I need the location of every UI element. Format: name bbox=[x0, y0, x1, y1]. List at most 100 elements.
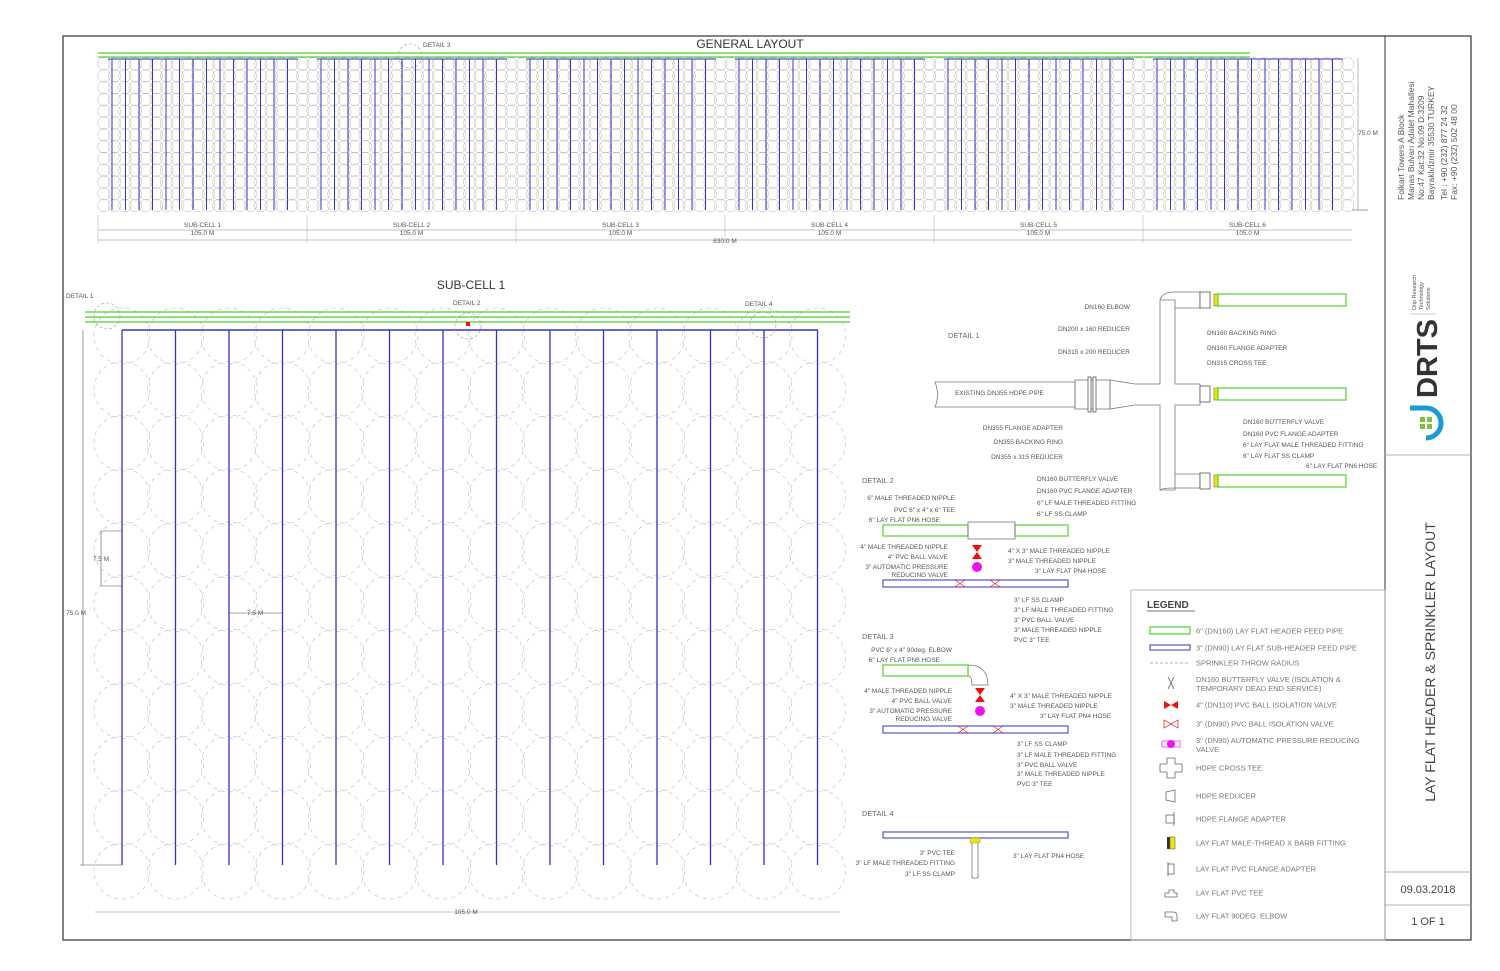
sprinkler-radius bbox=[630, 140, 644, 154]
sprinkler-radius bbox=[902, 57, 916, 71]
sprinkler-radius bbox=[400, 69, 414, 83]
sprinkler-radius bbox=[912, 199, 926, 213]
sprinkler-radius bbox=[1017, 140, 1031, 154]
sprinkler-radius bbox=[923, 128, 937, 142]
sprinkler-radius bbox=[860, 163, 874, 177]
sprinkler-radius bbox=[818, 163, 832, 177]
sprinkler-radius bbox=[1006, 57, 1020, 71]
sprinkler-radius bbox=[755, 69, 769, 83]
sprinkler-radius bbox=[201, 199, 216, 213]
ball-valve-4in bbox=[975, 688, 985, 702]
sprinkler-radius bbox=[839, 116, 853, 130]
sprinkler-radius bbox=[1267, 57, 1281, 71]
sprinkler-radius bbox=[849, 116, 863, 130]
sprinkler-radius bbox=[640, 128, 654, 142]
sprinkler-radius bbox=[828, 187, 843, 201]
sprinkler-radius bbox=[494, 140, 508, 154]
sprinkler-radius bbox=[567, 140, 581, 154]
sprinkler-radius bbox=[1205, 199, 1219, 213]
sprinkler-radius bbox=[1152, 128, 1166, 142]
sprinkler-radius bbox=[212, 199, 226, 213]
detail-3-marker bbox=[397, 43, 423, 69]
sprinkler-radius bbox=[912, 92, 926, 106]
sprinkler-radius bbox=[1226, 92, 1240, 106]
sprinkler-radius bbox=[275, 104, 289, 118]
label: 3" MALE THREADED NIPPLE bbox=[1008, 558, 1096, 565]
sprinkler-radius bbox=[484, 81, 498, 95]
sprinkler-radius bbox=[578, 151, 592, 165]
sprinkler-radius bbox=[160, 199, 174, 213]
sprinkler-radius bbox=[619, 57, 634, 71]
sprinkler-radius bbox=[734, 128, 748, 142]
sprinkler-radius bbox=[651, 116, 665, 130]
sprinkler-radius bbox=[1048, 69, 1062, 83]
sprinkler-radius bbox=[849, 175, 863, 189]
tee-and-valve bbox=[967, 521, 1016, 540]
sprinkler-radius bbox=[358, 151, 372, 165]
detail-2-title: DETAIL 2 bbox=[862, 476, 894, 485]
sprinkler-radius bbox=[1121, 163, 1135, 177]
sprinkler-radius bbox=[1142, 199, 1156, 213]
sprinkler-radius bbox=[985, 140, 999, 154]
legend-label: HDPE REDUCER bbox=[1196, 792, 1257, 801]
existing-pipe-label: EXISTING DN355 HDPE PIPE bbox=[955, 390, 1045, 397]
sprinkler-radius bbox=[191, 151, 205, 165]
sprinkler-radius bbox=[755, 128, 769, 142]
sprinkler-radius bbox=[1257, 187, 1271, 201]
sprinkler-radius bbox=[275, 175, 289, 189]
sprinkler-radius bbox=[201, 128, 216, 142]
sprinkler-radius bbox=[505, 69, 519, 83]
label: 3" LF SS CLAMP bbox=[1017, 741, 1067, 748]
valve-glyph bbox=[1161, 740, 1181, 748]
sprinkler-radius bbox=[975, 104, 989, 118]
sprinkler-radius bbox=[588, 104, 602, 118]
label: 3" PVC TEE bbox=[920, 850, 956, 857]
sprinkler-radius bbox=[233, 92, 247, 106]
sprinkler-radius bbox=[557, 140, 571, 154]
sprinkler-radius bbox=[348, 199, 362, 213]
sprinkler-radius bbox=[766, 175, 780, 189]
sprinkler-radius bbox=[546, 81, 560, 95]
sprinkler-radius bbox=[630, 116, 644, 130]
sprinkler-radius bbox=[954, 57, 968, 71]
sprinkler-radius bbox=[1341, 187, 1355, 201]
sprinkler-radius bbox=[787, 57, 801, 71]
sprinkler-radius bbox=[693, 128, 707, 142]
sprinkler-radius bbox=[797, 116, 811, 130]
sprinkler-radius bbox=[1236, 128, 1250, 142]
sprinkler-radius bbox=[996, 163, 1010, 177]
sprinkler-radius bbox=[233, 128, 247, 142]
sprinkler-radius bbox=[452, 140, 466, 154]
sprinkler-radius bbox=[400, 199, 414, 213]
backing-ring bbox=[1092, 376, 1097, 413]
sprinkler-radius bbox=[891, 57, 905, 71]
sprinkler-radius bbox=[128, 187, 142, 201]
sprinkler-radius bbox=[149, 151, 163, 165]
sprinkler-radius bbox=[734, 151, 748, 165]
label: 4" MALE THREADED NIPPLE bbox=[864, 688, 952, 695]
sprinkler-radius bbox=[849, 140, 863, 154]
sprinkler-radius bbox=[1058, 199, 1072, 213]
sprinkler-radius bbox=[1069, 116, 1083, 130]
sprinkler-radius bbox=[379, 69, 393, 83]
sprinkler-radius bbox=[536, 163, 550, 177]
sprinkler-radius bbox=[578, 81, 592, 95]
sprinkler-radius bbox=[1037, 69, 1052, 83]
sprinkler-radius bbox=[306, 199, 320, 213]
sprinkler-radius bbox=[181, 92, 195, 106]
sprinkler-radius bbox=[828, 128, 843, 142]
sprinkler-radius bbox=[630, 69, 644, 83]
sprinkler-radius bbox=[1278, 175, 1292, 189]
sprinkler-radius bbox=[839, 175, 853, 189]
sprinkler-radius bbox=[630, 163, 644, 177]
general-layout-title: GENERAL LAYOUT bbox=[696, 37, 804, 51]
sprinkler-radius bbox=[160, 81, 174, 95]
sprinkler-radius bbox=[1152, 81, 1166, 95]
sprinkler-radius bbox=[588, 116, 602, 130]
sprinkler-radius bbox=[139, 104, 153, 118]
sprinkler-radius bbox=[1152, 92, 1166, 106]
sprinkler-radius bbox=[693, 151, 707, 165]
sprinkler-radius bbox=[1267, 175, 1281, 189]
sprinkler-radius bbox=[1246, 151, 1261, 165]
sprinkler-radius bbox=[515, 116, 529, 130]
